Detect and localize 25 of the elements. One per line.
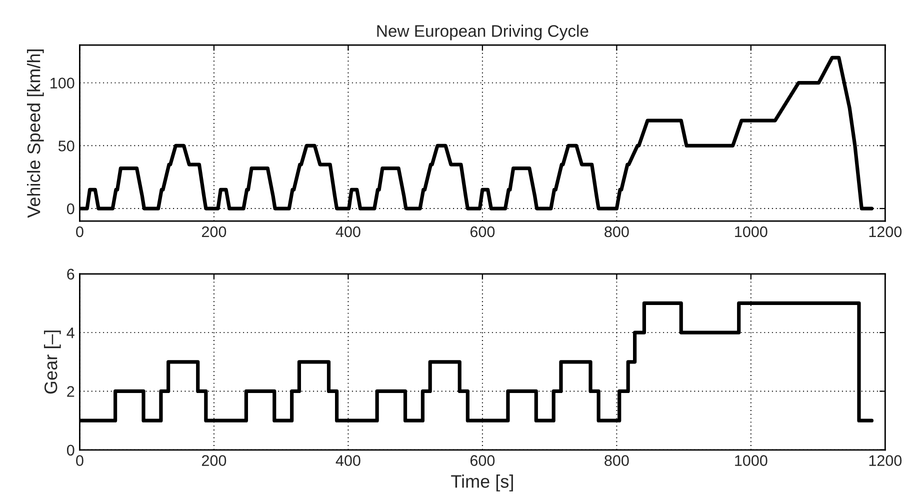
y-tick-label: 100: [50, 78, 74, 88]
x-tick-label: 200: [202, 455, 226, 466]
x-tick-label: 600: [470, 226, 495, 238]
y-tick-label: 2: [67, 386, 74, 397]
y-axis-title: Vehicle Speed [km/h]: [26, 50, 44, 218]
x-axis-title: Time [s]: [451, 474, 513, 492]
x-tick-label: 400: [336, 455, 360, 466]
x-tick-label: 0: [76, 226, 84, 238]
y-tick-label: 4: [66, 328, 74, 338]
x-tick-label: 800: [604, 226, 629, 238]
y-axis-title: Gear [–]: [44, 330, 61, 394]
chart-title: New European Driving Cycle: [377, 24, 588, 40]
y-tick-label: 0: [66, 203, 74, 214]
y-tick-label: 50: [58, 140, 74, 152]
x-tick-label: 200: [202, 226, 226, 238]
x-tick-label: 1200: [869, 455, 902, 466]
x-tick-label: 800: [604, 455, 629, 466]
x-tick-label: 0: [76, 455, 84, 466]
x-tick-label: 400: [336, 226, 360, 238]
y-tick-label: 6: [67, 268, 74, 280]
x-tick-label: 1000: [735, 455, 768, 466]
x-tick-label: 600: [470, 455, 495, 466]
x-tick-label: 1000: [735, 226, 768, 238]
y-tick-label: 0: [66, 444, 74, 456]
x-tick-label: 1200: [869, 226, 902, 238]
